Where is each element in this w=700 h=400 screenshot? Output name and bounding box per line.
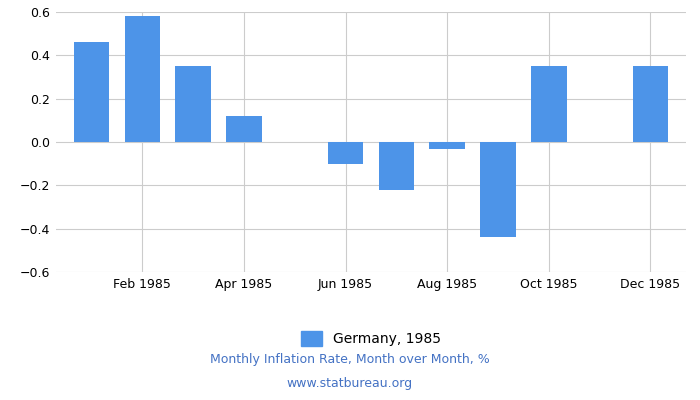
Bar (176, 66, 211, 142)
Text: Monthly Inflation Rate, Month over Month, %: Monthly Inflation Rate, Month over Month… (210, 354, 490, 366)
Bar (429, 142, 465, 148)
Legend: Germany, 1985: Germany, 1985 (295, 326, 447, 352)
Bar (125, 16, 160, 142)
Bar (633, 66, 668, 142)
Bar (480, 142, 516, 237)
Text: www.statbureau.org: www.statbureau.org (287, 378, 413, 390)
Bar (74, 42, 109, 142)
Bar (531, 66, 566, 142)
Bar (226, 116, 262, 142)
Bar (379, 142, 414, 190)
Bar (328, 142, 363, 164)
